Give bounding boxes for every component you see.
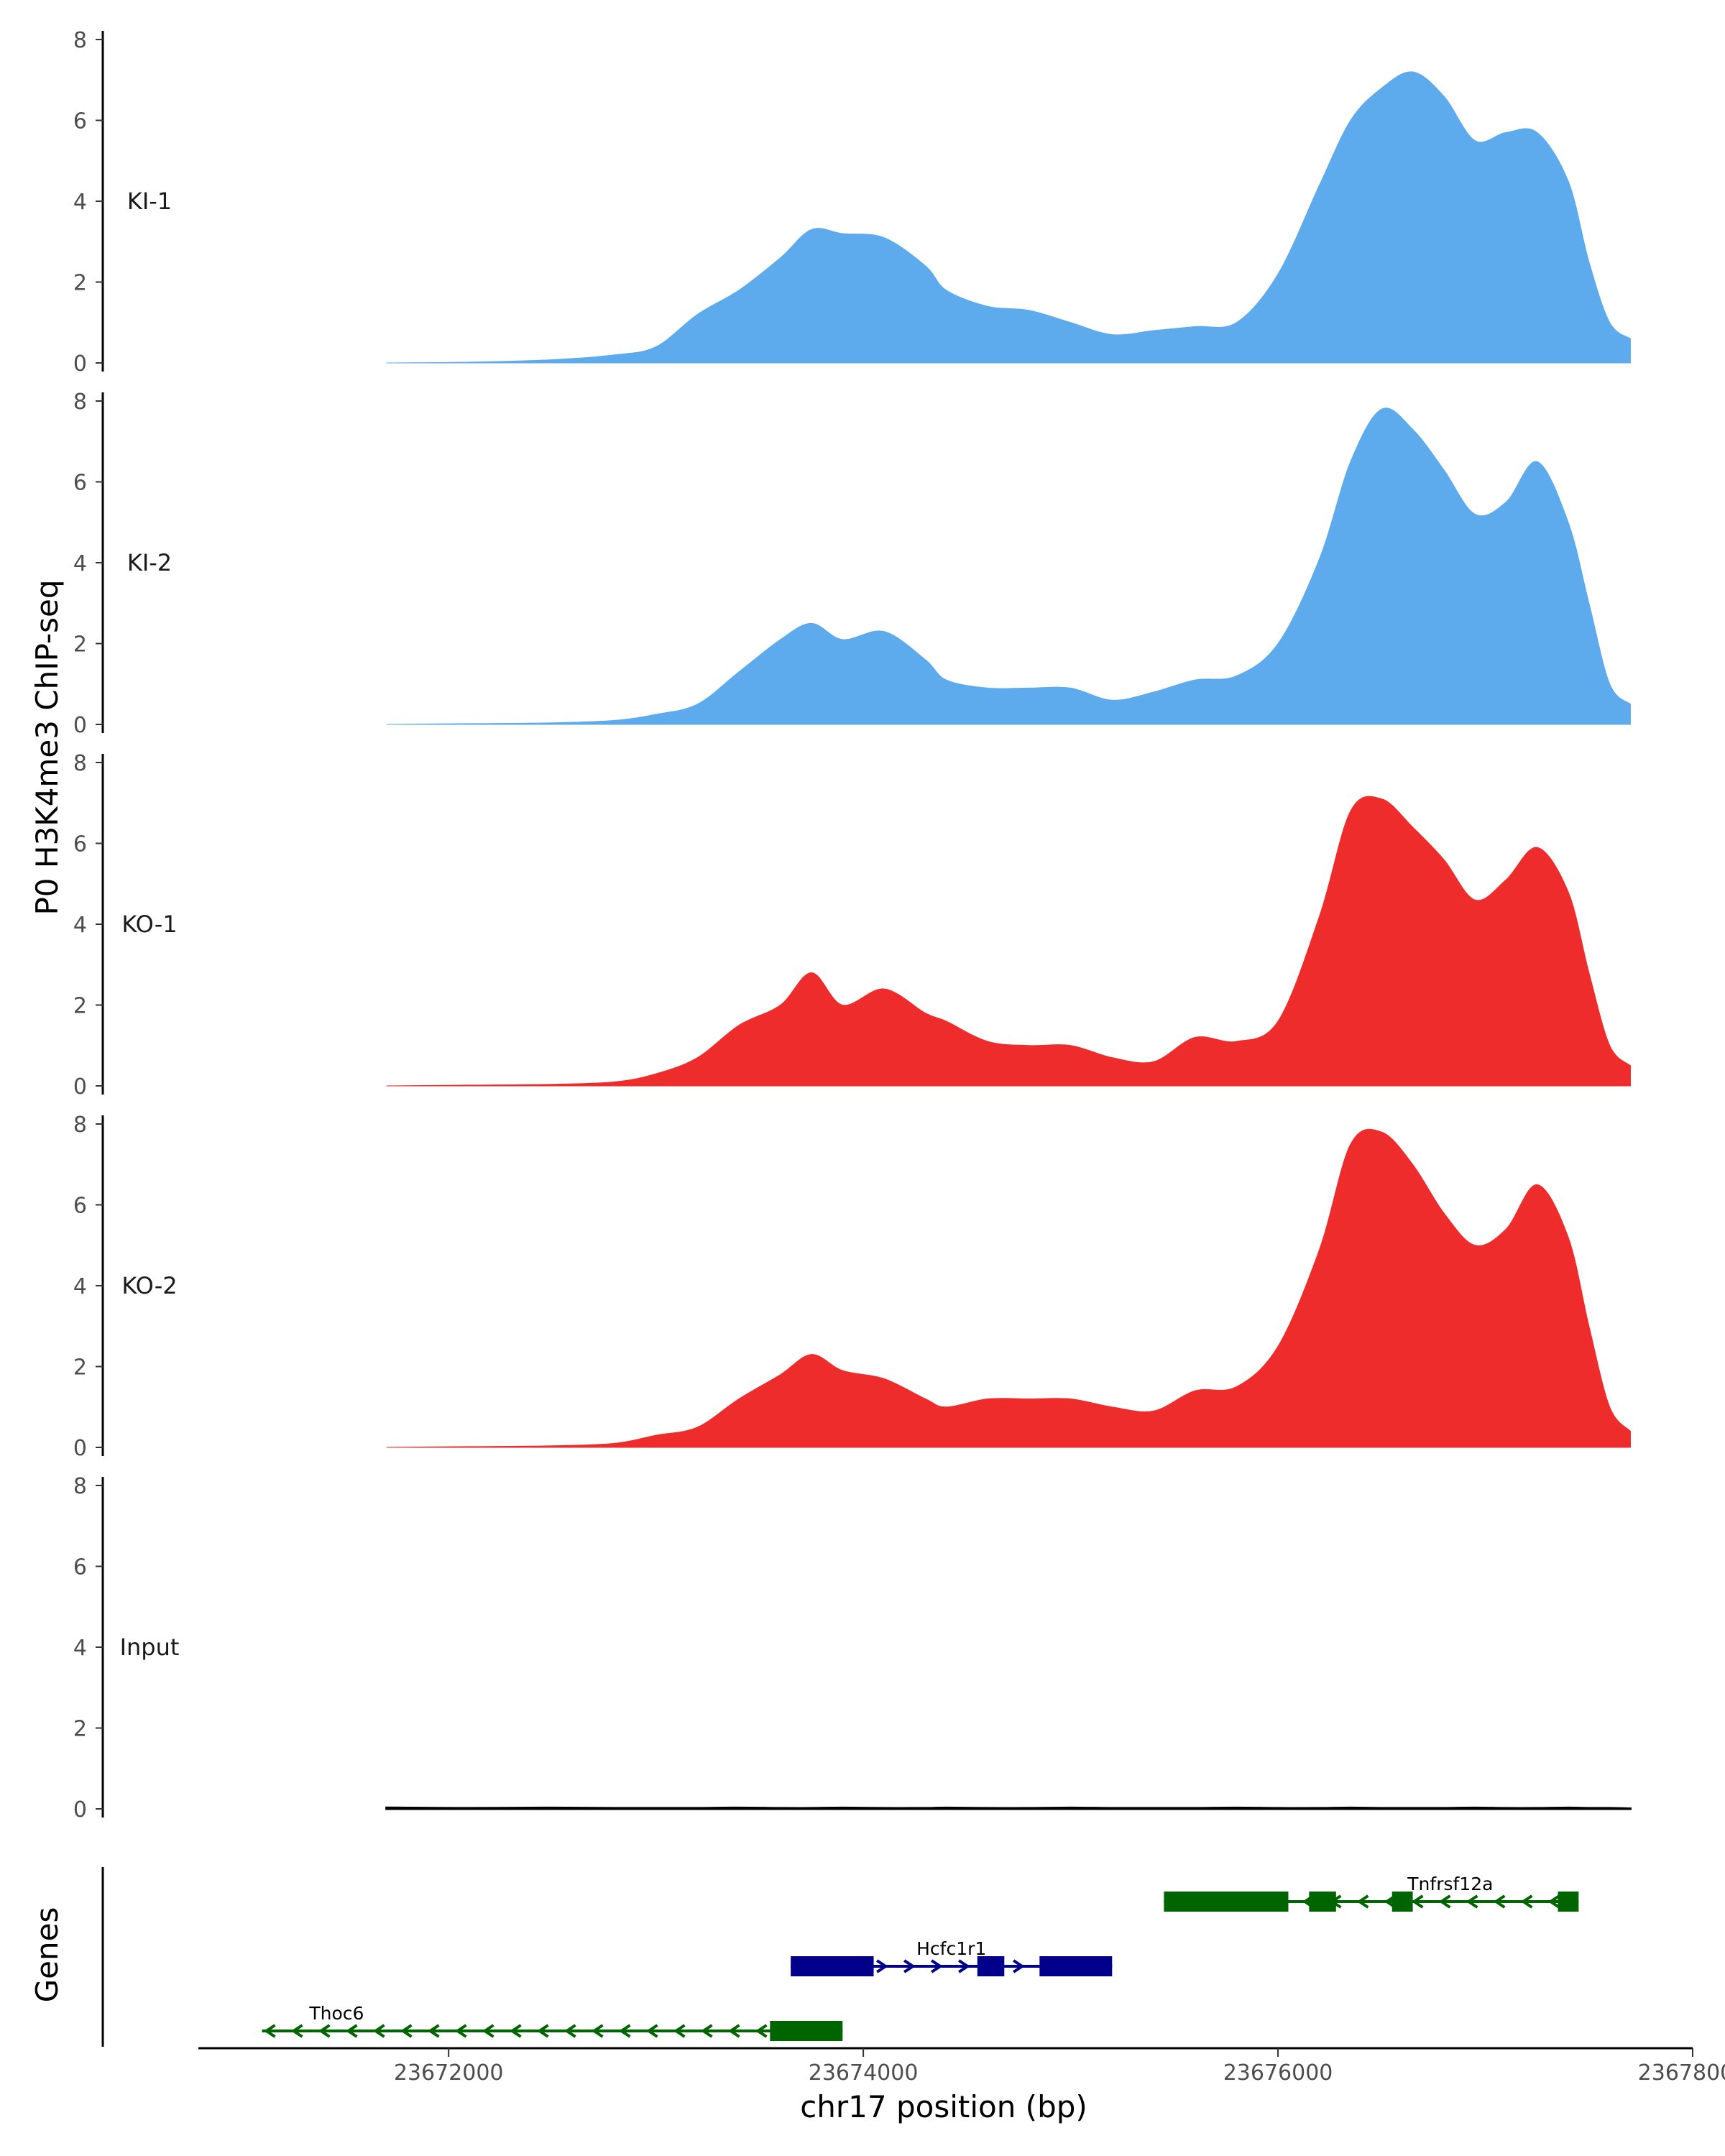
y-tick-label: 2 bbox=[73, 1355, 87, 1381]
strand-arrow bbox=[290, 2024, 303, 2038]
gene-exon bbox=[791, 1956, 874, 1976]
y-tick-label: 8 bbox=[73, 751, 87, 776]
y-tick-label: 4 bbox=[73, 1274, 87, 1299]
x-axis-title: chr17 position (bp) bbox=[800, 2089, 1087, 2124]
coverage-area-input bbox=[385, 1806, 1632, 1810]
track-label: KI-1 bbox=[127, 188, 172, 215]
x-tick-label: 23674000 bbox=[809, 2060, 919, 2086]
strand-arrow bbox=[1356, 1894, 1369, 1909]
strand-arrow bbox=[931, 1959, 943, 1973]
strand-arrow bbox=[454, 2024, 467, 2038]
gene-exon bbox=[1558, 1892, 1579, 1912]
strand-arrow bbox=[263, 2024, 276, 2038]
strand-arrow bbox=[482, 2024, 494, 2038]
strand-arrow bbox=[673, 2024, 686, 2038]
genes-axis-title: Genes bbox=[29, 1907, 65, 2003]
y-tick-label: 4 bbox=[73, 551, 87, 576]
gene-label: Tnfrsf12a bbox=[1407, 1874, 1493, 1894]
strand-arrow bbox=[345, 2024, 358, 2038]
strand-arrow bbox=[591, 2024, 604, 2038]
y-tick-label: 8 bbox=[73, 1112, 87, 1138]
y-tick-label: 6 bbox=[73, 1194, 87, 1219]
gene-thoc6: Thoc6 bbox=[262, 2003, 843, 2041]
y-tick-label: 2 bbox=[73, 271, 87, 296]
gene-hcfc1r1: Hcfc1r1 bbox=[791, 1938, 1113, 1976]
strand-arrow bbox=[1013, 1959, 1025, 1973]
strand-arrow bbox=[1411, 1894, 1424, 1909]
y-tick-label: 8 bbox=[73, 28, 87, 53]
strand-arrow bbox=[372, 2024, 385, 2038]
gene-exon bbox=[1164, 1892, 1289, 1912]
gene-exon bbox=[1039, 1956, 1113, 1976]
strand-arrow bbox=[1493, 1894, 1506, 1909]
strand-arrow bbox=[318, 2024, 331, 2038]
y-tick-label: 6 bbox=[73, 109, 87, 134]
track-label: KO-2 bbox=[121, 1272, 177, 1299]
track-ki-2: 0 2 4 6 8 KI-2 bbox=[73, 390, 1631, 738]
track-ko-1: 0 2 4 6 8 KO-1 bbox=[73, 751, 1631, 1100]
coverage-area-ko-2 bbox=[386, 1128, 1631, 1448]
strand-arrow bbox=[536, 2024, 549, 2038]
y-tick-label: 0 bbox=[73, 713, 87, 738]
y-tick-label: 4 bbox=[73, 1636, 87, 1661]
gene-annotation-panel: Tnfrsf12a Hcfc1r1 Thoc6 bbox=[101, 1867, 1579, 2047]
strand-arrow bbox=[876, 1959, 888, 1973]
y-tick-label: 4 bbox=[73, 190, 87, 215]
strand-arrow bbox=[727, 2024, 740, 2038]
y-tick-label: 2 bbox=[73, 1717, 87, 1742]
coverage-area-ki-2 bbox=[386, 407, 1631, 725]
strand-arrow bbox=[1466, 1894, 1478, 1909]
y-tick-label: 6 bbox=[73, 832, 87, 857]
y-axis-title: P0 H3K4me3 ChIP-seq bbox=[29, 579, 65, 915]
strand-arrow bbox=[958, 1959, 970, 1973]
gene-exon bbox=[977, 1956, 1005, 1976]
track-ki-1: 0 2 4 6 8 KI-1 bbox=[73, 28, 1631, 377]
y-tick-label: 0 bbox=[73, 1797, 87, 1823]
y-tick-label: 8 bbox=[73, 390, 87, 415]
y-tick-label: 0 bbox=[73, 1436, 87, 1461]
strand-arrow bbox=[645, 2024, 658, 2038]
x-tick-label: 23678000 bbox=[1638, 2060, 1725, 2086]
coverage-tracks: 0 2 4 6 8 KI-1 0 2 4 6 8 KI-2 0 2 4 6 8 KO-1 0 2 4 6 8 KO-2 0 2 4 6… bbox=[73, 28, 1632, 1823]
coverage-area-ki-1 bbox=[386, 71, 1631, 364]
y-tick-label: 4 bbox=[73, 913, 87, 938]
strand-arrow bbox=[903, 1959, 916, 1973]
x-tick-label: 23676000 bbox=[1223, 2060, 1333, 2086]
gene-exon bbox=[1392, 1892, 1413, 1912]
gene-label: Thoc6 bbox=[308, 2003, 364, 2024]
y-tick-label: 8 bbox=[73, 1474, 87, 1499]
strand-arrow bbox=[564, 2024, 576, 2038]
coverage-area-ko-1 bbox=[386, 796, 1631, 1087]
strand-arrow bbox=[509, 2024, 522, 2038]
y-tick-label: 0 bbox=[73, 1074, 87, 1100]
y-tick-label: 2 bbox=[73, 994, 87, 1019]
strand-arrow bbox=[1547, 1894, 1560, 1909]
strand-arrow bbox=[427, 2024, 440, 2038]
x-tick-label: 23672000 bbox=[394, 2060, 504, 2086]
y-tick-label: 0 bbox=[73, 351, 87, 377]
strand-arrow bbox=[1520, 1894, 1533, 1909]
gene-exon bbox=[1309, 1892, 1336, 1912]
strand-arrow bbox=[700, 2024, 713, 2038]
strand-arrow bbox=[400, 2024, 413, 2038]
strand-arrow bbox=[618, 2024, 631, 2038]
track-input: 0 2 4 6 8 Input bbox=[73, 1474, 1632, 1823]
y-tick-label: 6 bbox=[73, 471, 87, 496]
gene-tnfrsf12a: Tnfrsf12a bbox=[1164, 1874, 1579, 1912]
x-axis: 23672000 23674000 23676000 23678000 bbox=[198, 2047, 1725, 2086]
y-tick-label: 2 bbox=[73, 632, 87, 658]
y-tick-label: 6 bbox=[73, 1555, 87, 1580]
track-label: Input bbox=[120, 1634, 180, 1661]
gene-label: Hcfc1r1 bbox=[916, 1938, 986, 1959]
track-ko-2: 0 2 4 6 8 KO-2 bbox=[73, 1112, 1631, 1461]
strand-arrow bbox=[1438, 1894, 1451, 1909]
track-label: KI-2 bbox=[127, 549, 172, 576]
gene-exon bbox=[770, 2021, 843, 2041]
track-label: KO-1 bbox=[121, 911, 177, 938]
strand-arrow bbox=[755, 2024, 768, 2038]
